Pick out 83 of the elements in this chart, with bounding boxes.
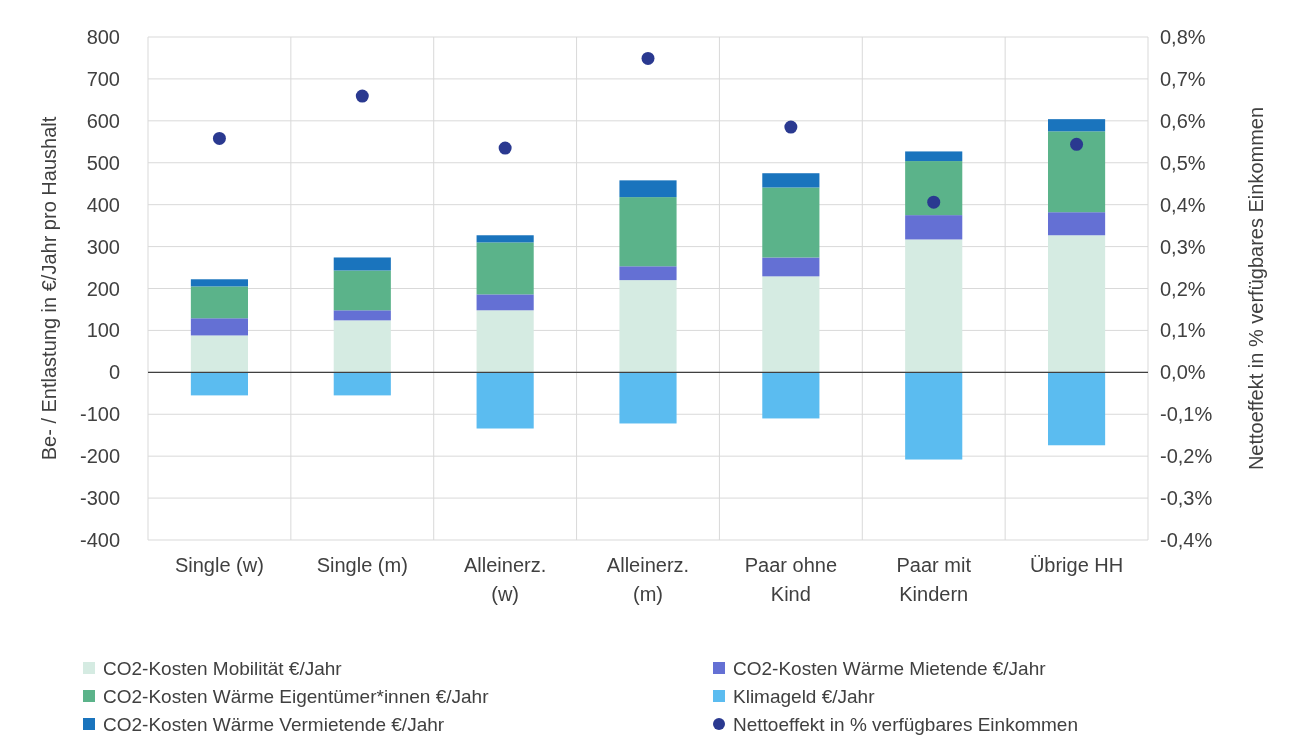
x-tick-label: Übrige HH [1029,554,1124,576]
bar [476,372,534,429]
bar [619,180,677,198]
bar [476,294,534,311]
legend-label: CO2-Kosten Mobilität €/Jahr [103,657,343,679]
point [927,195,941,209]
y2-tick-label: 0,0% [1160,361,1206,384]
bar [619,280,677,373]
y2-tick-label: -0,2% [1160,445,1213,468]
y-axis-title: Be- / Entlastung in €/Jahr pro Haushalt [38,116,60,461]
bar [619,197,677,267]
y2-tick-label: -0,3% [1160,487,1213,510]
bar [762,187,820,258]
bar [333,320,391,373]
legend-label: Nettoeffekt in % verfügbares Einkommen [733,713,1078,735]
bar [762,173,820,188]
y2-tick-label: 0,3% [1160,235,1206,258]
y2-tick-label: -0,4% [1160,529,1213,551]
y-tick-label: -300 [79,487,120,510]
y2-tick-label: -0,1% [1160,403,1213,426]
y2-tick-label: 0,2% [1160,277,1206,300]
y-tick-label: 400 [86,193,120,216]
y2-axis-title: Nettoeffekt in % verfügbares Einkommen [1245,106,1267,471]
legend-label: CO2-Kosten Wärme Vermietende €/Jahr [103,713,445,735]
bar [476,310,534,373]
y-tick-label: 300 [86,235,120,258]
bar [476,242,534,295]
point [784,120,798,134]
y-tick-label: 600 [86,109,120,132]
legend-label: CO2-Kosten Wärme Mietende €/Jahr [733,657,1047,679]
bar [1048,212,1106,236]
bar [905,239,963,373]
point [212,131,226,145]
point [355,89,369,103]
bar [619,266,677,281]
bar [1048,131,1106,213]
bar [190,372,248,396]
bar [762,276,820,373]
y-tick-label: -200 [79,445,120,468]
y-tick-label: 200 [86,277,120,300]
bar [333,310,391,321]
bar [333,257,391,271]
y-tick-label: 0 [108,361,120,384]
point [1070,137,1084,151]
x-tick-label: Paar ohne Kind [744,554,838,605]
point [498,141,512,155]
y-tick-label: 100 [86,319,120,342]
y2-tick-label: 0,4% [1160,193,1206,216]
x-tick-label: Single (m) [316,554,408,576]
bar [333,372,391,396]
bar [190,318,248,336]
bar [905,372,963,460]
y2-tick-label: 0,7% [1160,67,1206,90]
bar [190,335,248,373]
y2-tick-label: 0,6% [1160,109,1206,132]
bar [762,257,820,277]
y-tick-label: 800 [86,26,120,48]
x-tick-label: Single (w) [174,554,264,576]
bar [190,286,248,319]
bar [762,372,820,419]
bar [905,151,963,162]
legend-label: CO2-Kosten Wärme Eigentümer*innen €/Jahr [103,685,490,707]
bar [1048,119,1106,132]
y-tick-label: 700 [86,67,120,90]
x-tick-label: Alleinerz. (w) [464,554,547,605]
bar [333,270,391,311]
bar [619,372,677,424]
bar [476,235,534,243]
bar [905,161,963,216]
y2-tick-label: 0,8% [1160,26,1206,48]
legend-label: Klimageld €/Jahr [733,685,876,707]
y2-tick-label: 0,1% [1160,319,1206,342]
x-tick-label: Alleinerz. (m) [606,554,690,605]
bar [1048,235,1106,373]
bar [190,279,248,287]
point [641,51,655,65]
y-tick-label: 500 [86,151,120,174]
y-tick-label: -100 [79,403,120,426]
y-tick-label: -400 [79,529,120,551]
y2-tick-label: 0,5% [1160,151,1206,174]
bar [1048,372,1106,446]
bar [905,215,963,240]
x-tick-label: Paar mit Kindern [896,554,972,605]
